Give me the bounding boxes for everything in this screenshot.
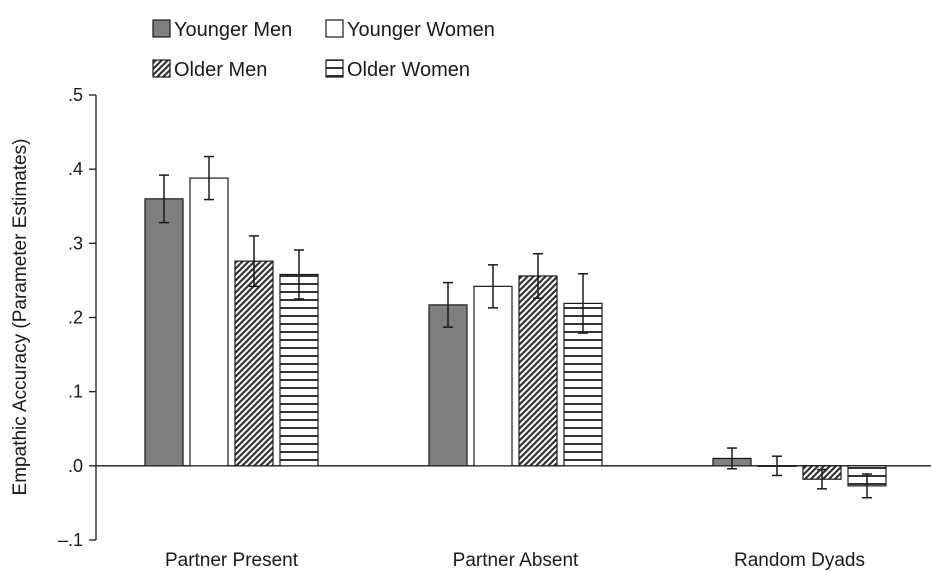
category-label-partner-present: Partner Present [165,550,299,571]
bar-younger-men-partner-present [145,199,183,466]
bar-younger-men-partner-absent [429,305,467,466]
category-label-partner-absent: Partner Absent [453,550,579,571]
y-tick-label: .2 [68,308,83,328]
bar-younger-women-partner-absent [474,286,512,465]
y-tick-label: .3 [68,233,83,253]
legend-label-younger-men: Younger Men [174,19,292,41]
y-tick-label: .1 [68,382,83,402]
legend-label-older-men: Older Men [174,59,267,81]
y-tick-label: .0 [68,456,83,476]
legend-swatch-older-men [153,60,170,77]
category-labels: Partner Present Partner Absent Random Dyad… [165,550,865,571]
legend-swatch-younger-men [153,20,170,37]
y-tick-label: .5 [68,85,83,105]
y-tick-label: –.1 [58,530,83,550]
legend: Younger Men Younger Women Older Men Olde… [153,19,495,81]
legend-swatch-older-women [326,60,343,77]
category-label-random-dyads: Random Dyads [734,550,865,571]
y-tick-label: .4 [68,159,83,179]
bar-older-women-partner-present [280,274,318,465]
legend-label-older-women: Older Women [347,59,470,81]
bar-older-men-partner-present [235,261,273,466]
bars [145,178,886,486]
y-axis-title: Empathic Accuracy (Parameter Estimates) [10,139,31,496]
bar-older-men-partner-absent [519,276,557,466]
y-ticks: –.1 .0 .1 .2 .3 .4 .5 [58,85,96,550]
legend-label-younger-women: Younger Women [347,19,495,41]
legend-swatch-younger-women [326,20,343,37]
bar-younger-women-partner-present [190,178,228,466]
